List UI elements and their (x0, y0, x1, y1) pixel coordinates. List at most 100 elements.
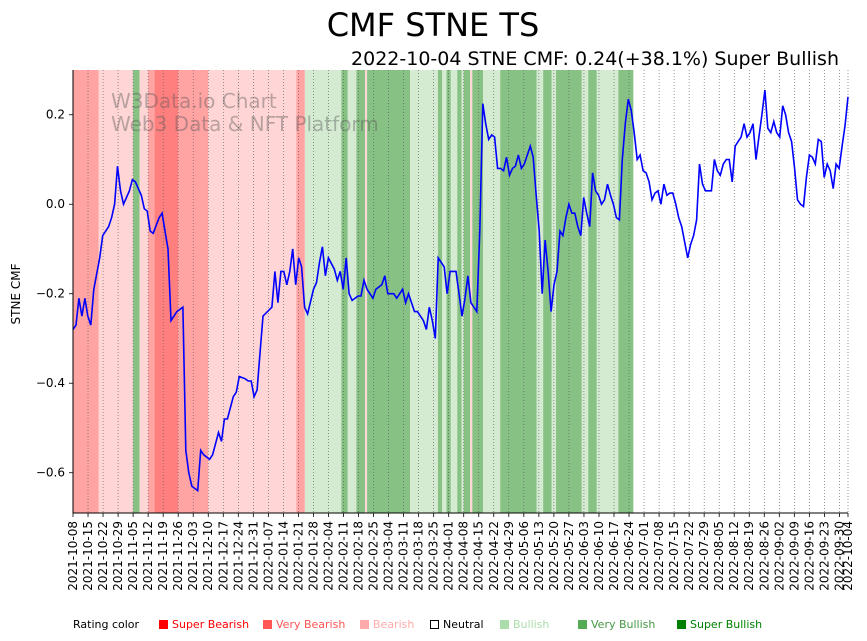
y-tick-label: −0.4 (36, 376, 65, 390)
x-tick-label: 2021-12-24 (231, 521, 245, 591)
legend-label: Bullish (513, 618, 550, 631)
x-tick-label: 2022-09-02 (772, 521, 786, 591)
x-tick-label: 2022-07-01 (637, 521, 651, 591)
band-very-bullish (133, 70, 140, 513)
x-tick-label: 2022-05-13 (532, 521, 546, 591)
legend-label: Neutral (443, 618, 484, 631)
rating-legend: Rating color Super Bearish Very Bearish Be… (73, 618, 762, 631)
x-tick-label: 2021-10-29 (111, 521, 125, 591)
legend-swatch (677, 620, 686, 629)
band-very-bearish (73, 70, 99, 513)
x-tick-label: 2022-04-29 (502, 521, 516, 591)
legend-label: Very Bullish (591, 618, 656, 631)
band-bullish (536, 70, 544, 513)
band-bearish (470, 70, 473, 513)
y-tick-label: −0.6 (36, 466, 65, 480)
x-tick-label: 2022-03-11 (397, 521, 411, 591)
x-tick-label: 2022-06-10 (592, 521, 606, 591)
band-very-bullish (341, 70, 348, 513)
y-tick-label: 0.0 (46, 197, 65, 211)
x-tick-label: 2021-12-03 (186, 521, 200, 591)
x-tick-label: 2022-04-22 (487, 521, 501, 591)
band-bearish (208, 70, 297, 513)
band-very-bullish (437, 70, 443, 513)
legend-item: Bearish (360, 618, 414, 631)
band-very-bullish (446, 70, 451, 513)
x-tick-label: 2022-01-21 (291, 521, 305, 591)
legend-item: Very Bearish (263, 618, 345, 631)
cmf-series-line (72, 90, 849, 493)
x-tick-label: 2022-05-06 (517, 521, 531, 591)
x-tick-label: 2022-01-14 (276, 521, 290, 591)
y-ticks: −0.6 −0.4 −0.2 0.0 0.2 (36, 108, 73, 480)
x-tick-label: 2022-02-25 (367, 521, 381, 591)
x-tick-label: 2022-01-28 (306, 521, 320, 591)
x-tick-label: 2022-03-18 (412, 521, 426, 591)
x-tick-label: 2022-08-12 (727, 521, 741, 591)
band-super-bearish (154, 70, 179, 513)
legend-swatch (159, 620, 168, 629)
band-very-bullish (543, 70, 552, 513)
watermark-line-2: Web3 Data & NFT Platform (111, 112, 379, 136)
x-tick-label: 2021-12-17 (216, 521, 230, 591)
x-tick-label: 2022-04-01 (442, 521, 456, 591)
band-bullish (442, 70, 447, 513)
x-tick-label: 2022-09-30 (832, 521, 846, 591)
x-tick-label: 2022-07-29 (697, 521, 711, 591)
x-tick-label: 2021-10-15 (81, 521, 95, 591)
legend-swatch (263, 620, 272, 629)
band-bullish (461, 70, 464, 513)
x-tick-label: 2022-06-24 (622, 521, 636, 591)
band-bearish (364, 70, 368, 513)
x-tick-label: 2022-02-11 (336, 521, 350, 591)
x-tick-label: 2021-11-12 (141, 521, 155, 591)
band-very-bullish (463, 70, 471, 513)
x-tick-label: 2022-04-08 (457, 521, 471, 591)
x-tick-label: 2022-06-17 (607, 521, 621, 591)
band-bullish (581, 70, 589, 513)
x-tick-label: 2022-04-15 (472, 521, 486, 591)
band-very-bearish (296, 70, 305, 513)
legend-item: Neutral (430, 618, 484, 631)
band-very-bullish (618, 70, 634, 513)
legend-label: Super Bearish (172, 618, 250, 631)
x-tick-label: 2021-12-10 (201, 521, 215, 591)
band-bearish (98, 70, 134, 513)
band-bullish (410, 70, 438, 513)
band-bullish (450, 70, 458, 513)
x-tick-label: 2022-08-19 (742, 521, 756, 591)
band-bearish (139, 70, 149, 513)
x-tick-label: 2022-09-23 (817, 521, 831, 591)
x-tick-label: 2022-07-08 (652, 521, 666, 591)
legend-item: Super Bearish (159, 618, 249, 631)
legend-label: Very Bearish (276, 618, 346, 631)
x-tick-label: 2022-01-07 (261, 521, 275, 591)
x-tick-label: 2022-08-05 (712, 521, 726, 591)
x-tick-label: 2021-12-31 (246, 521, 260, 591)
legend-item: Super Bullish (677, 618, 762, 631)
x-tick-label: 2022-05-27 (562, 521, 576, 591)
legend-label: Super Bullish (690, 618, 763, 631)
y-tick-label: −0.2 (36, 287, 65, 301)
legend-item: Very Bullish (578, 618, 655, 631)
legend-swatch (430, 620, 439, 629)
chart-title: CMF STNE TS (327, 6, 540, 44)
x-tick-label: 2022-07-15 (667, 521, 681, 591)
rating-bands (73, 70, 634, 513)
x-tick-label: 2021-10-08 (66, 521, 80, 591)
legend-swatch (360, 620, 369, 629)
x-tick-label: 2022-02-04 (321, 521, 335, 591)
x-tick-label: 2022-02-18 (352, 521, 366, 591)
x-tick-label: 2022-06-03 (577, 521, 591, 591)
band-very-bullish (588, 70, 597, 513)
x-tick-label: 2022-09-09 (787, 521, 801, 591)
x-tick-label: 2021-11-19 (156, 521, 170, 591)
legend-title: Rating color (73, 618, 140, 631)
legend-swatch (500, 620, 509, 629)
watermark: W3Data.io Chart Web3 Data & NFT Platform (111, 89, 379, 136)
y-tick-label: 0.2 (46, 108, 65, 122)
band-very-bullish (500, 70, 537, 513)
x-tick-label: 2022-03-25 (427, 521, 441, 591)
legend-swatch (578, 620, 587, 629)
